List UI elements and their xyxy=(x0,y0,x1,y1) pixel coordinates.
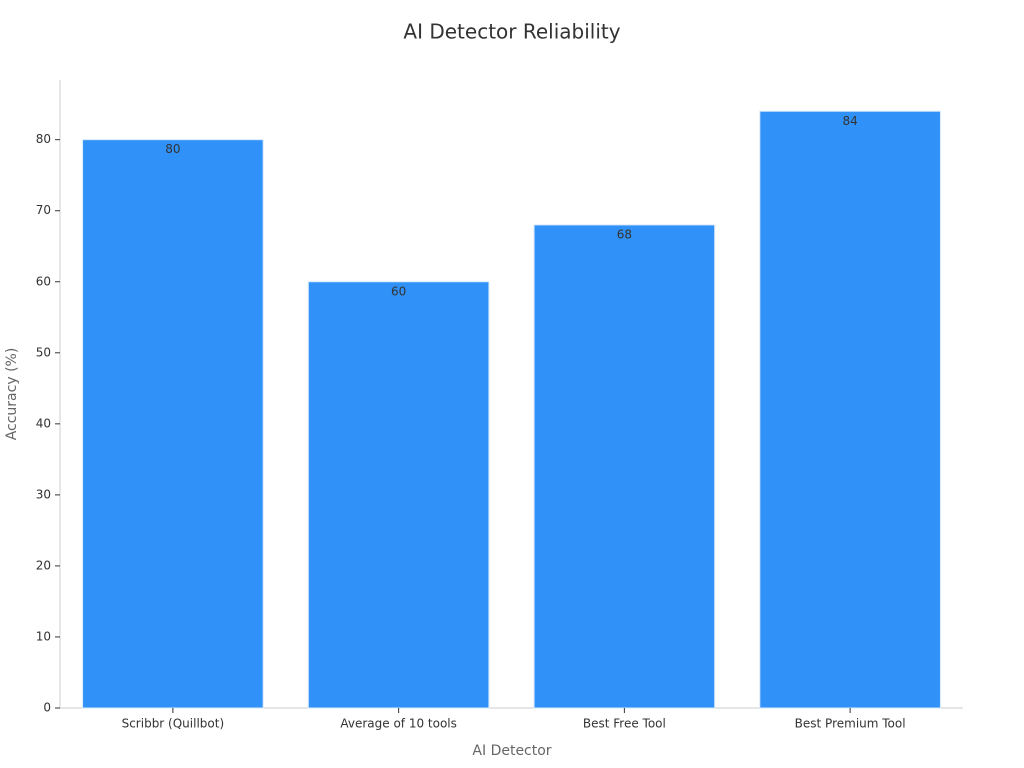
x-tick-label: Average of 10 tools xyxy=(340,717,457,731)
bar xyxy=(533,224,716,709)
y-tick-label: 50 xyxy=(36,345,51,359)
y-tick-label: 30 xyxy=(36,487,51,501)
chart-title: AI Detector Reliability xyxy=(403,20,620,44)
y-tick-label: 40 xyxy=(36,416,51,430)
y-tick-label: 70 xyxy=(36,203,51,217)
bar xyxy=(307,281,490,709)
y-tick-label: 10 xyxy=(36,629,51,643)
x-tick-label: Scribbr (Quillbot) xyxy=(122,717,225,731)
y-tick-label: 60 xyxy=(36,274,51,288)
value-label: 68 xyxy=(617,227,632,241)
value-label: 60 xyxy=(391,284,406,298)
x-tick-label: Best Free Tool xyxy=(583,717,666,731)
y-axis-title: Accuracy (%) xyxy=(4,348,20,441)
y-tick-label: 20 xyxy=(36,558,51,572)
x-tick-label: Best Premium Tool xyxy=(795,717,906,731)
y-tick-label: 80 xyxy=(36,132,51,146)
value-label: 84 xyxy=(842,114,857,128)
bar xyxy=(82,139,264,709)
y-tick-label: 0 xyxy=(43,701,51,715)
value-label: 80 xyxy=(165,142,180,156)
x-axis-title: AI Detector xyxy=(472,743,551,759)
bar xyxy=(759,110,941,709)
